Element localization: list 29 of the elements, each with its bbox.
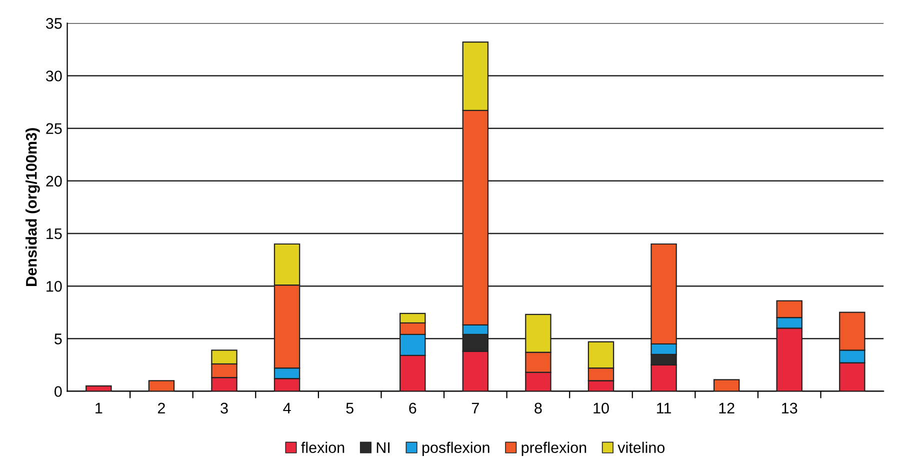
x-tick-label: 5 [346, 402, 354, 414]
y-tick-label: 10 [46, 280, 62, 292]
x-tick-label: 10 [594, 402, 609, 414]
x-tick-label: 13 [782, 402, 798, 414]
x-tick-label: 3 [220, 402, 228, 414]
x-tick-label: 4 [283, 402, 291, 414]
legend-label: preflexion [522, 442, 586, 456]
legend-label: vitelino [618, 442, 665, 454]
bar [148, 380, 175, 392]
y-tick-label: 25 [46, 123, 62, 134]
y-tick-label: 20 [46, 176, 62, 187]
y-tick-label: 35 [46, 18, 62, 29]
y-tick-label: 0 [54, 386, 62, 397]
bar [86, 385, 112, 392]
y-axis-title: Densidad (org/100m3) [26, 128, 40, 286]
legend-label: posflexion [422, 442, 490, 456]
x-tick-label: 1 [96, 402, 102, 414]
x-tick-label: 6 [409, 402, 416, 414]
x-tick-label: 8 [534, 402, 542, 414]
x-tick-label: 7 [472, 402, 479, 414]
y-tick-label: 15 [46, 228, 62, 240]
legend-label: flexion [301, 442, 344, 454]
x-tick-label: 11 [657, 402, 671, 414]
x-tick-label: 2 [158, 402, 165, 414]
x-tick-label: 12 [719, 402, 734, 414]
y-tick-label: 30 [46, 70, 62, 82]
y-tick-label: 5 [54, 334, 62, 344]
legend-label: NI [376, 442, 390, 453]
bar [713, 379, 740, 392]
